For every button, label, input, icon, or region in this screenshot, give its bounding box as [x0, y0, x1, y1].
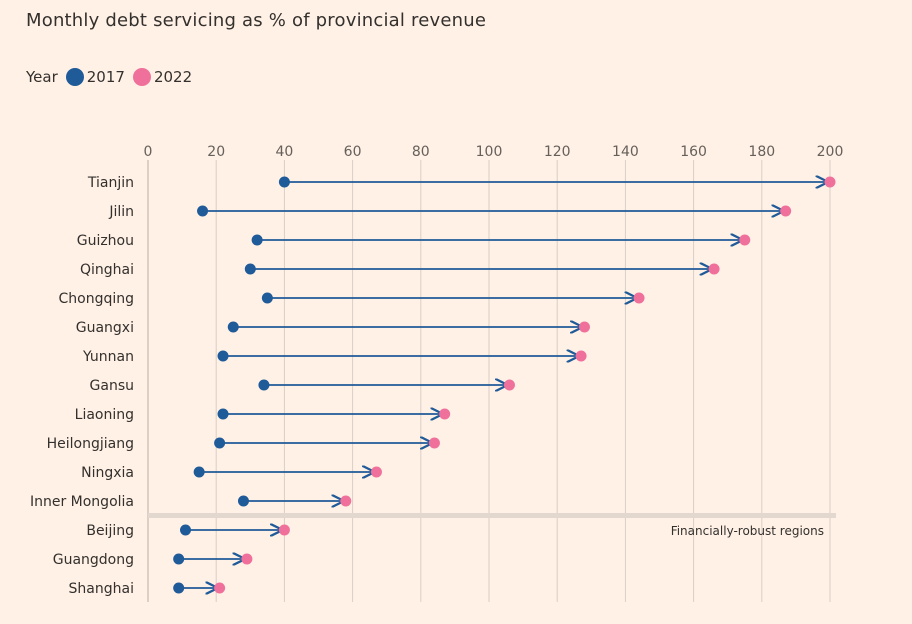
point-2017 [173, 582, 185, 594]
point-2017 [214, 437, 226, 449]
x-tick-label: 20 [207, 144, 225, 160]
x-tick-label: 0 [144, 144, 153, 160]
point-2022 [824, 176, 836, 188]
category-label: Heilongjiang [47, 436, 134, 452]
x-tick-label: 200 [817, 144, 844, 160]
point-2017 [217, 408, 229, 420]
legend-item-2017: 2017 [65, 68, 125, 86]
point-2017 [237, 495, 249, 507]
point-2022 [739, 234, 751, 246]
x-tick-label: 100 [476, 144, 503, 160]
category-label: Chongqing [58, 291, 134, 307]
x-tick-label: 160 [680, 144, 707, 160]
x-tick-label: 80 [412, 144, 430, 160]
point-2017 [278, 176, 290, 188]
point-2017 [244, 263, 256, 275]
x-tick-label: 180 [748, 144, 775, 160]
category-label: Gansu [90, 378, 134, 394]
category-label: Beijing [86, 523, 134, 539]
point-2022 [578, 321, 590, 333]
point-2022 [439, 408, 451, 420]
legend-swatch-2017 [65, 68, 84, 86]
x-tick-label: 120 [544, 144, 571, 160]
category-label: Shanghai [69, 581, 134, 597]
category-label: Guizhou [77, 233, 134, 249]
legend-title: Year [26, 68, 58, 86]
annotations: Financially-robust regions [671, 524, 824, 538]
legend: Year 2017 2022 [26, 68, 200, 86]
point-2022 [575, 350, 587, 362]
chart-title: Monthly debt servicing as % of provincia… [26, 10, 487, 31]
point-2022 [370, 466, 382, 478]
x-axis: 0 20 40 60 80 100 120 140 160 180 200 [144, 144, 844, 160]
category-label: Liaoning [75, 407, 134, 423]
category-label: Ningxia [81, 465, 134, 481]
point-2017 [173, 553, 185, 565]
category-label: Guangdong [53, 552, 134, 568]
point-2022 [428, 437, 440, 449]
grid-lines [147, 160, 831, 602]
category-label: Tianjin [87, 175, 134, 191]
point-2017 [261, 292, 273, 304]
category-label: Inner Mongolia [30, 494, 134, 510]
category-label: Qinghai [80, 262, 134, 278]
category-label: Guangxi [76, 320, 134, 336]
point-2022 [340, 495, 352, 507]
point-2017 [258, 379, 270, 391]
legend-swatch-2022 [132, 68, 151, 86]
point-2017 [197, 205, 209, 217]
point-2022 [708, 263, 720, 275]
category-label: Jilin [108, 204, 134, 220]
rows: Tianjin Jilin Guizhou Qinghai Chongqing Guang… [30, 175, 836, 597]
x-tick-label: 60 [344, 144, 362, 160]
legend-label-2017: 2017 [86, 68, 125, 86]
x-tick-label: 40 [275, 144, 293, 160]
point-2022 [503, 379, 515, 391]
point-2022 [780, 205, 792, 217]
legend-label-2022: 2022 [153, 68, 193, 86]
point-2017 [217, 350, 229, 362]
point-2022 [241, 553, 253, 565]
point-2017 [227, 321, 239, 333]
point-2017 [180, 524, 192, 536]
point-2022 [633, 292, 645, 304]
annotation-label: Financially-robust regions [671, 524, 824, 538]
legend-item-2022: 2022 [132, 68, 193, 86]
point-2017 [193, 466, 205, 478]
category-label: Yunnan [82, 349, 134, 365]
point-2017 [251, 234, 263, 246]
point-2022 [214, 582, 226, 594]
x-tick-label: 140 [612, 144, 639, 160]
point-2022 [278, 524, 290, 536]
